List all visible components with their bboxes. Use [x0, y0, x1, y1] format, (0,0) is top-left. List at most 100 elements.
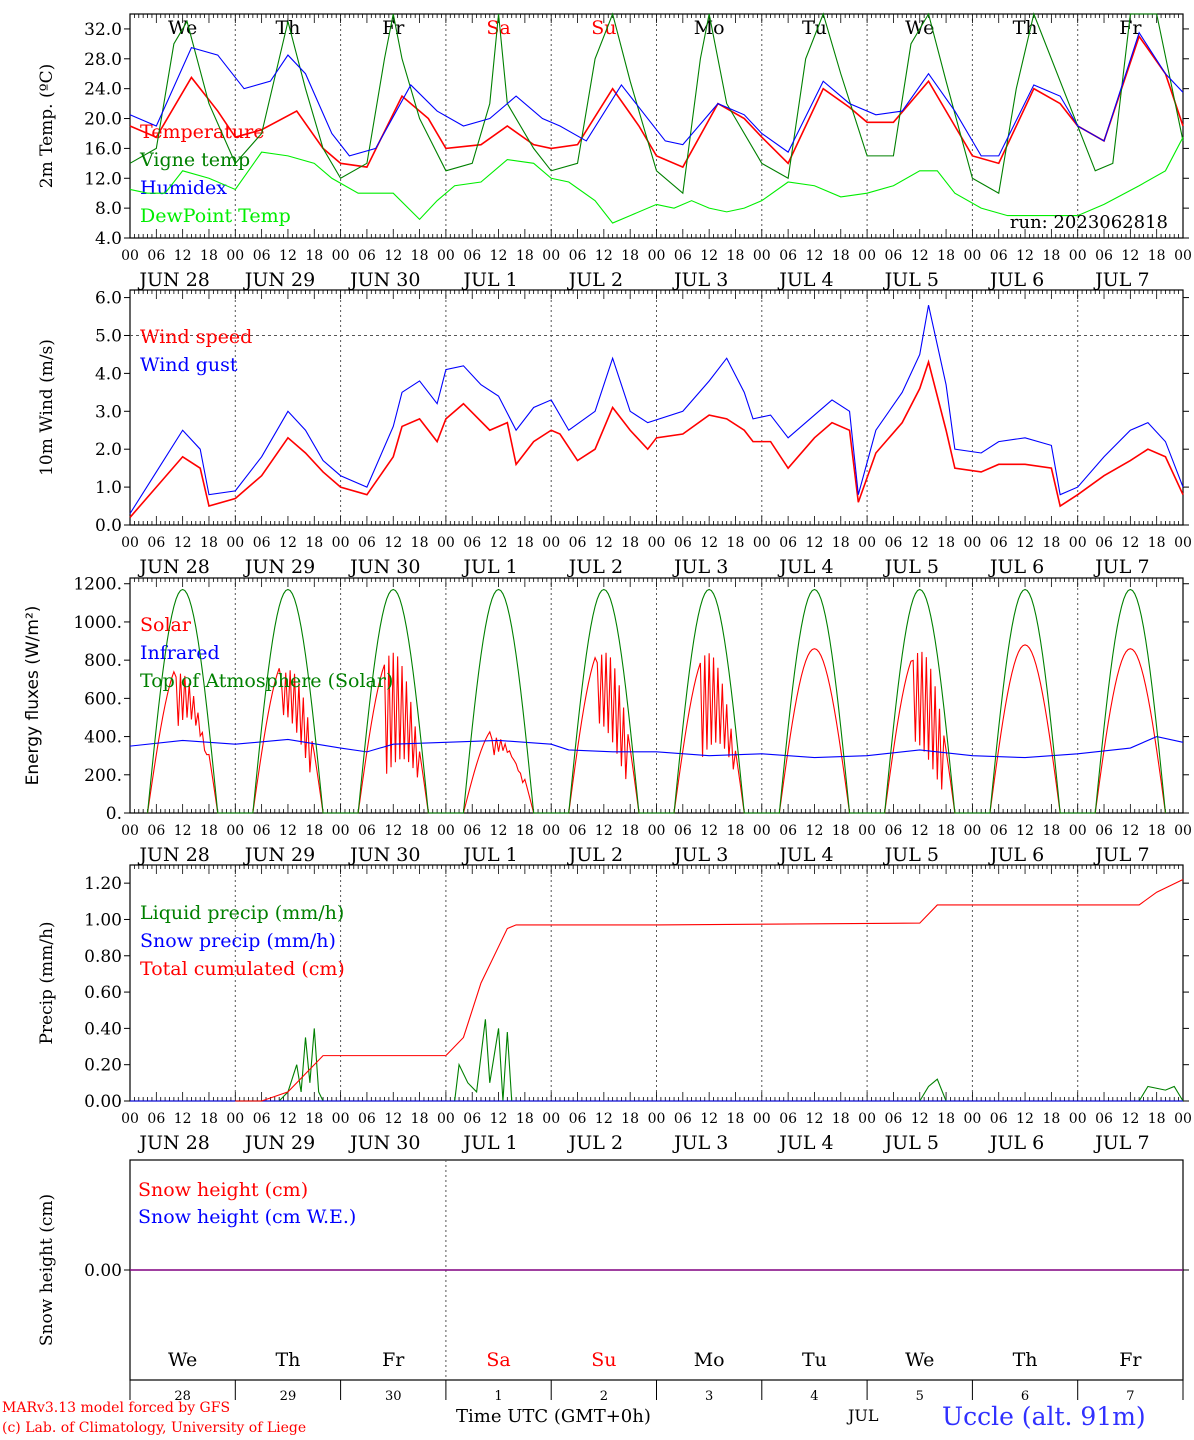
x-tick-label: 00 — [1069, 248, 1087, 264]
y-tick-label: 1.0 — [95, 478, 122, 498]
x-tick-label: 18 — [1042, 248, 1060, 264]
x-tick-label: 18 — [200, 823, 218, 839]
panel-3: 0. 200. 400. 600. 800. 1000. 1200. Energy fluxe… — [23, 575, 1192, 866]
x-tick-label: 00 — [226, 1111, 244, 1127]
x-date-label: JUL 7 — [1093, 556, 1149, 578]
x-tick-label: 00 — [226, 823, 244, 839]
x-date-label: JUL 6 — [988, 844, 1044, 866]
x-date-label: JUL 4 — [777, 269, 833, 291]
series-line-3 — [235, 879, 1184, 1102]
panel-1: 4.0 8.0 12.0 16.0 20.0 24.0 28.0 32.0 2m Temp. (… — [37, 12, 1192, 291]
x-tick-label: 06 — [779, 535, 797, 551]
x-tick-label: 12 — [595, 823, 613, 839]
x-date-label: JUN 30 — [348, 556, 420, 578]
y-tick-label: 0.80 — [84, 947, 122, 967]
series-line-3 — [129, 31, 1184, 157]
weekday-label: Tu — [802, 17, 827, 39]
series-line-2 — [129, 305, 1184, 514]
x-tick-label: 06 — [463, 535, 481, 551]
x-tick-label: 18 — [305, 535, 323, 551]
y-tick-label: 1.20 — [84, 874, 122, 894]
x-tick-label: 00 — [753, 1111, 771, 1127]
x-tick-label: 06 — [885, 1111, 903, 1127]
x-tick-label: 06 — [147, 535, 165, 551]
x-date-label: JUL 5 — [883, 269, 939, 291]
x-tick-label: 06 — [569, 248, 587, 264]
x-tick-label: 12 — [490, 535, 508, 551]
x-date-label: JUN 30 — [348, 844, 420, 866]
x-date-label: JUL 7 — [1093, 844, 1149, 866]
x-tick-label: 12 — [595, 248, 613, 264]
x-tick-label: 18 — [516, 1111, 534, 1127]
y-tick-label: 28.0 — [84, 50, 122, 70]
x-tick-label: 06 — [1095, 248, 1113, 264]
x-tick-label: 12 — [700, 1111, 718, 1127]
x-tick-label: 06 — [358, 823, 376, 839]
y-tick-label: 6.0 — [95, 289, 122, 309]
weekday-label: Th — [275, 1349, 300, 1371]
x-tick-label: 06 — [674, 823, 692, 839]
x-tick-label: 06 — [147, 823, 165, 839]
day-number-label: 2 — [600, 1389, 608, 1404]
x-tick-label: 18 — [937, 248, 955, 264]
x-tick-label: 00 — [858, 1111, 876, 1127]
x-tick-label: 06 — [147, 248, 165, 264]
x-date-label: JUL 5 — [883, 1132, 939, 1154]
day-number-label: 5 — [916, 1389, 924, 1404]
legend-entry: Snow height (cm) — [138, 1179, 308, 1201]
x-tick-label: 12 — [911, 823, 929, 839]
x-tick-label: 18 — [411, 535, 429, 551]
x-tick-label: 00 — [121, 248, 139, 264]
y-tick-label: 12.0 — [84, 169, 122, 189]
x-tick-label: 00 — [1174, 248, 1192, 264]
x-tick-label: 06 — [1095, 823, 1113, 839]
x-tick-label: 18 — [937, 823, 955, 839]
x-tick-label: 18 — [1148, 248, 1166, 264]
x-tick-label: 18 — [832, 1111, 850, 1127]
x-tick-label: 00 — [963, 535, 981, 551]
weekday-label: We — [168, 1349, 197, 1371]
x-date-label: JUL 2 — [567, 844, 623, 866]
footer-month: JUL — [848, 1406, 879, 1425]
x-tick-label: 06 — [885, 823, 903, 839]
x-tick-label: 18 — [200, 535, 218, 551]
x-tick-label: 12 — [490, 1111, 508, 1127]
x-tick-label: 18 — [621, 823, 639, 839]
legend-entry: DewPoint Temp — [140, 205, 291, 227]
x-tick-label: 12 — [384, 823, 402, 839]
x-tick-label: 18 — [727, 1111, 745, 1127]
x-tick-label: 18 — [305, 248, 323, 264]
panel-2: 0.0 1.0 2.0 3.0 4.0 5.0 6.0 10m Wind (m/s) 00 06 1… — [37, 289, 1192, 578]
x-date-label: JUL 1 — [461, 1132, 517, 1154]
x-tick-label: 12 — [490, 248, 508, 264]
x-tick-label: 18 — [1042, 535, 1060, 551]
footer-lab: (c) Lab. of Climatology, University of L… — [2, 1420, 307, 1436]
x-date-label: JUL 3 — [672, 556, 728, 578]
series-line-2 — [129, 736, 1184, 759]
day-number-label: 30 — [385, 1389, 402, 1404]
x-tick-label: 06 — [253, 248, 271, 264]
x-tick-label: 00 — [332, 823, 350, 839]
x-date-label: JUN 30 — [348, 1132, 420, 1154]
legend-entry: Infrared — [140, 642, 220, 664]
y-tick-label: 0.00 — [84, 1092, 122, 1112]
x-tick-label: 00 — [121, 535, 139, 551]
x-tick-label: 00 — [648, 823, 666, 839]
x-tick-label: 06 — [674, 1111, 692, 1127]
x-date-label: JUN 30 — [348, 269, 420, 291]
x-tick-label: 18 — [832, 823, 850, 839]
x-tick-label: 18 — [411, 248, 429, 264]
y-tick-label: 0.0 — [95, 516, 122, 536]
x-tick-label: 12 — [1016, 535, 1034, 551]
x-tick-label: 18 — [937, 1111, 955, 1127]
y-tick-label: 32.0 — [84, 20, 122, 40]
weekday-label: Su — [591, 17, 616, 39]
x-tick-label: 00 — [858, 535, 876, 551]
x-tick-label: 06 — [358, 535, 376, 551]
y-tick-label: 0.00 — [84, 1261, 122, 1281]
x-tick-label: 12 — [1121, 248, 1139, 264]
x-date-label: JUL 4 — [777, 844, 833, 866]
footer-time-axis: Time UTC (GMT+0h) — [456, 1406, 651, 1427]
x-tick-label: 12 — [1121, 1111, 1139, 1127]
x-tick-label: 00 — [437, 248, 455, 264]
